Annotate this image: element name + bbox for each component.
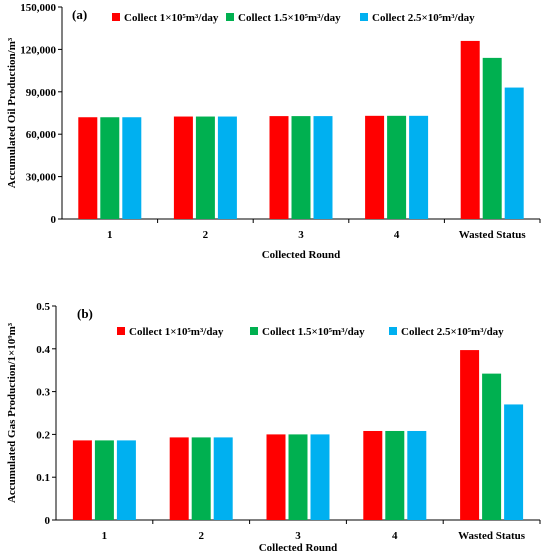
panel-label: (b) [77, 306, 93, 321]
x-tick-label: Wasted Status [459, 229, 527, 241]
bar [504, 404, 524, 520]
y-tick-label: 120,000 [20, 44, 56, 56]
bar [173, 116, 193, 219]
legend-label: Collect 1.5×10⁵m³/day [262, 326, 365, 338]
x-axis-title: Collected Round [262, 249, 341, 261]
legend-swatch [250, 327, 258, 335]
x-tick-label: Wasted Status [458, 530, 526, 542]
bar [385, 430, 405, 520]
bar [460, 40, 480, 219]
bar [291, 116, 311, 219]
y-tick-label: 60,000 [26, 129, 57, 141]
y-tick-label: 90,000 [26, 87, 57, 99]
bar [116, 440, 136, 520]
bar [310, 434, 330, 520]
y-axis-title: Accumulated Oil Production/m³ [6, 37, 18, 188]
y-tick-label: 0.1 [36, 472, 50, 484]
legend-swatch [389, 327, 397, 335]
legend-swatch [117, 327, 125, 335]
legend-label: Collect 2.5×10⁵m³/day [372, 12, 475, 24]
y-tick-label: 0.2 [36, 429, 50, 441]
chart-panel: 0 0.1 0.2 0.3 0.4 0.5 1 2 3 4 Wasted Status (b) Coll… [6, 301, 541, 554]
bar [169, 437, 189, 520]
legend-label: Collect 2.5×10⁵m³/day [401, 326, 504, 338]
y-tick-label: 30,000 [26, 172, 57, 184]
bar [213, 437, 233, 520]
x-axis-title: Collected Round [259, 542, 338, 554]
x-tick-label: 4 [394, 229, 400, 241]
bar [407, 430, 427, 520]
legend-swatch [226, 13, 234, 21]
x-tick-label: 3 [295, 530, 301, 542]
legend-label: Collect 1×10⁵m³/day [124, 12, 219, 24]
bar [100, 117, 120, 219]
x-tick-label: 3 [298, 229, 304, 241]
legend-label: Collect 1.5×10⁵m³/day [238, 12, 341, 24]
x-tick-label: 2 [203, 229, 209, 241]
bar [288, 434, 308, 520]
bar [482, 373, 502, 520]
bar [387, 115, 407, 219]
y-tick-label: 0.4 [36, 344, 50, 356]
bar [365, 115, 385, 219]
chart-panel: 0 30,000 60,000 90,000 120,000 150,000 1 2 3 4 Was… [6, 2, 541, 261]
bar [460, 350, 480, 520]
bar [217, 116, 237, 219]
legend-swatch [112, 13, 120, 21]
bar [363, 430, 383, 520]
bar [266, 434, 286, 520]
bar [313, 116, 333, 219]
y-tick-label: 0 [51, 214, 57, 226]
y-tick-label: 0.5 [36, 301, 50, 313]
bar [482, 57, 502, 219]
bar [78, 117, 98, 219]
bar [409, 115, 429, 219]
bar [72, 440, 92, 520]
bar [94, 440, 114, 520]
panel-label: (a) [72, 7, 87, 22]
bar [269, 116, 289, 219]
bar [122, 117, 142, 219]
y-tick-label: 0 [45, 515, 51, 527]
bar [191, 437, 211, 520]
legend-label: Collect 1×10⁵m³/day [129, 326, 224, 338]
x-tick-label: 4 [392, 530, 398, 542]
y-tick-label: 150,000 [20, 2, 56, 14]
bar [195, 116, 215, 219]
legend-swatch [360, 13, 368, 21]
x-tick-label: 1 [107, 229, 113, 241]
bar [504, 87, 524, 219]
x-tick-label: 2 [198, 530, 204, 542]
x-tick-label: 1 [102, 530, 108, 542]
y-axis-title: Accumulated Gas Production/1×10⁹m³ [6, 322, 18, 503]
y-tick-label: 0.3 [36, 387, 50, 399]
